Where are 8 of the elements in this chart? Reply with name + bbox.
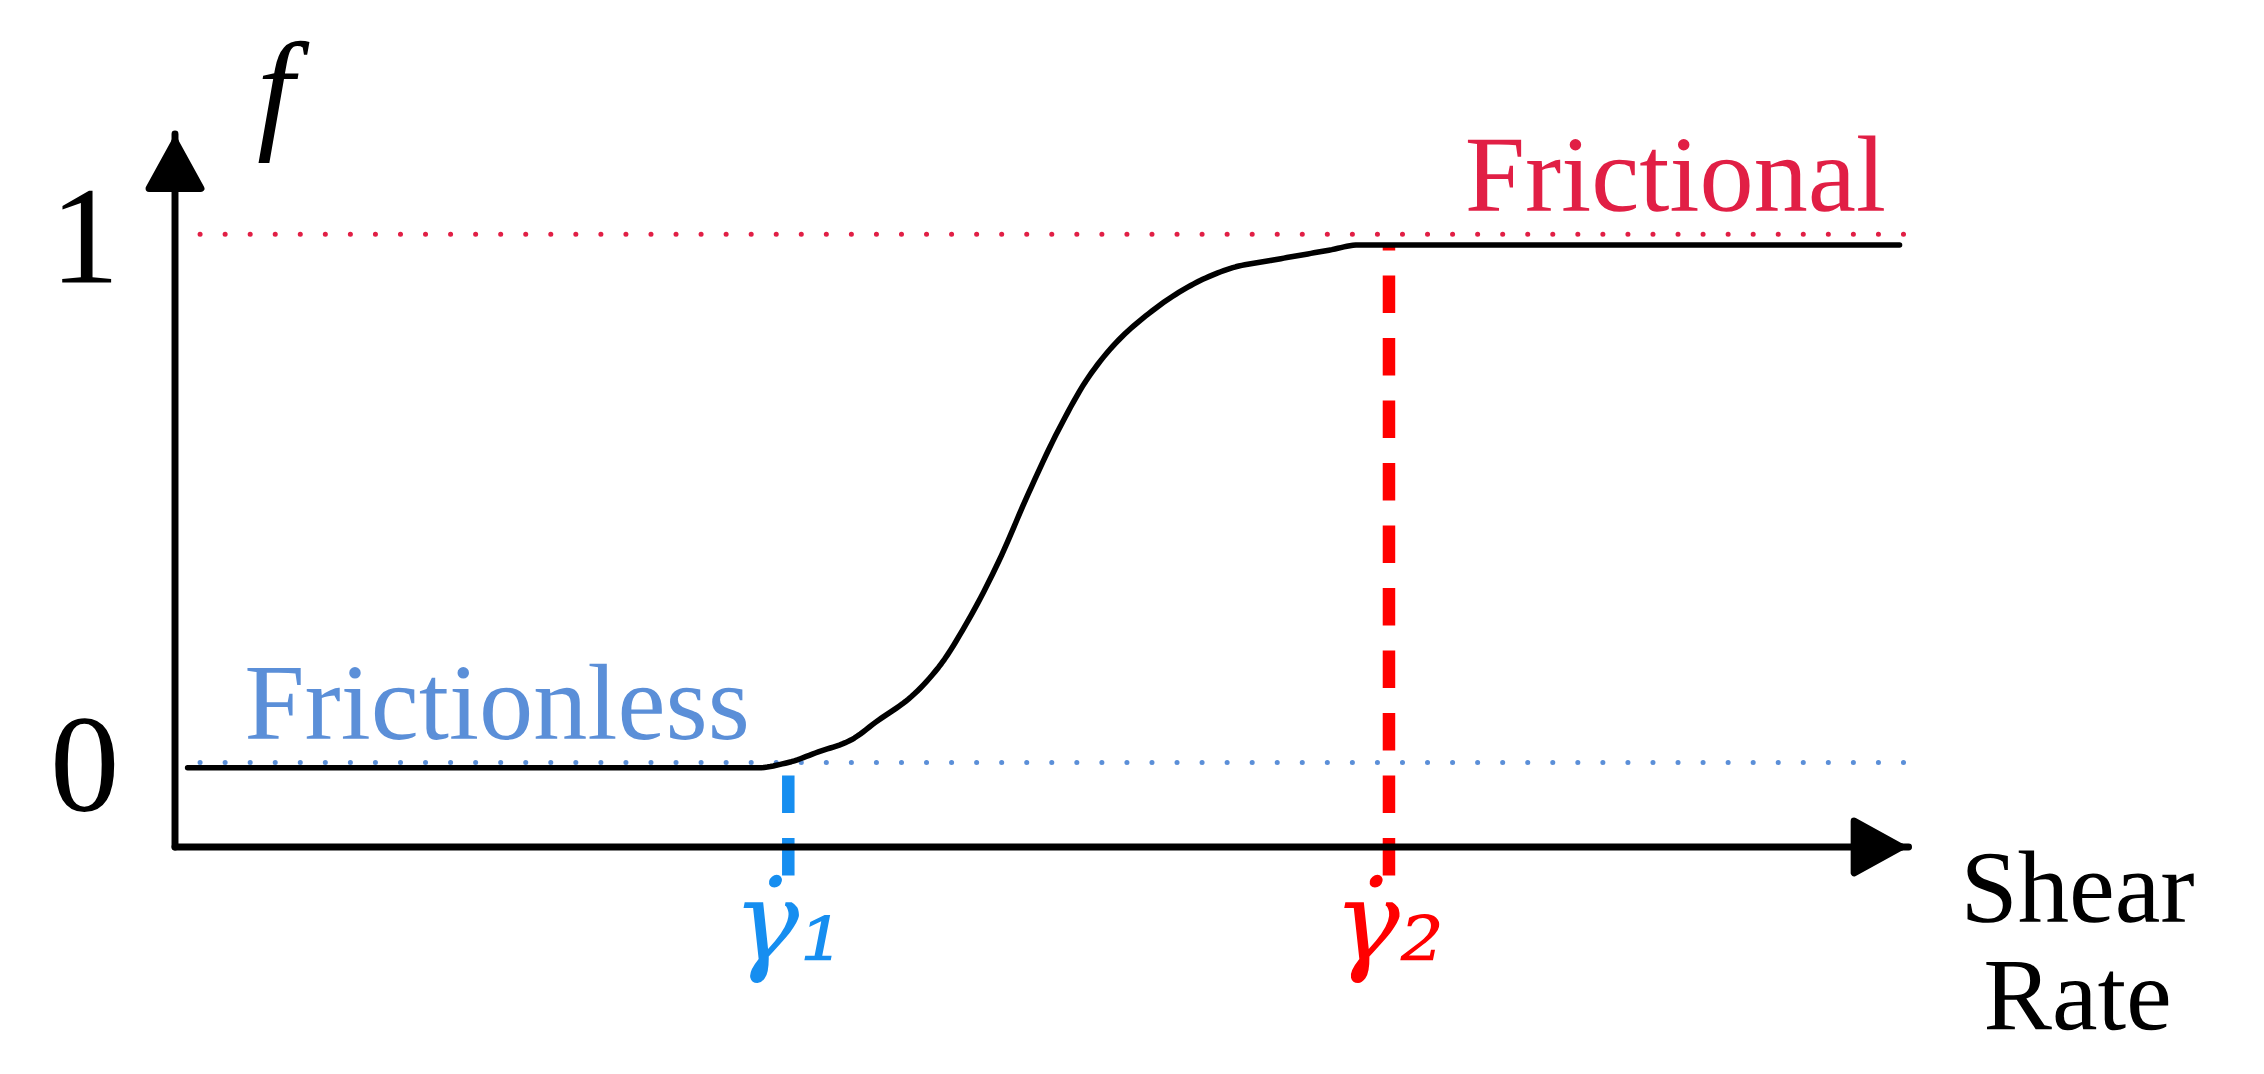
y-tick-label: 1 (62, 190, 112, 283)
y-tick-label: 0 (55, 718, 115, 813)
x-tick-label: γ̇₁ (743, 874, 832, 984)
x-axis-title: Shear Rate (1967, 850, 2194, 1031)
x-tick-label: γ̇₂ (1344, 874, 1440, 984)
ref-line-label: Frictionless (247, 663, 746, 740)
ref-line-label: Frictional (1467, 135, 1884, 212)
y-axis-title: f (258, 40, 310, 164)
